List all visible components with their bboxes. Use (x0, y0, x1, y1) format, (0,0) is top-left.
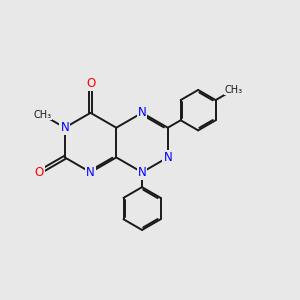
Text: N: N (60, 121, 69, 134)
Text: CH₃: CH₃ (33, 110, 51, 120)
Text: O: O (86, 76, 95, 90)
Text: N: N (164, 151, 172, 164)
Text: N: N (86, 166, 95, 179)
Text: N: N (138, 166, 146, 179)
Text: CH₃: CH₃ (225, 85, 243, 95)
Text: O: O (34, 166, 44, 179)
Text: N: N (138, 106, 146, 119)
